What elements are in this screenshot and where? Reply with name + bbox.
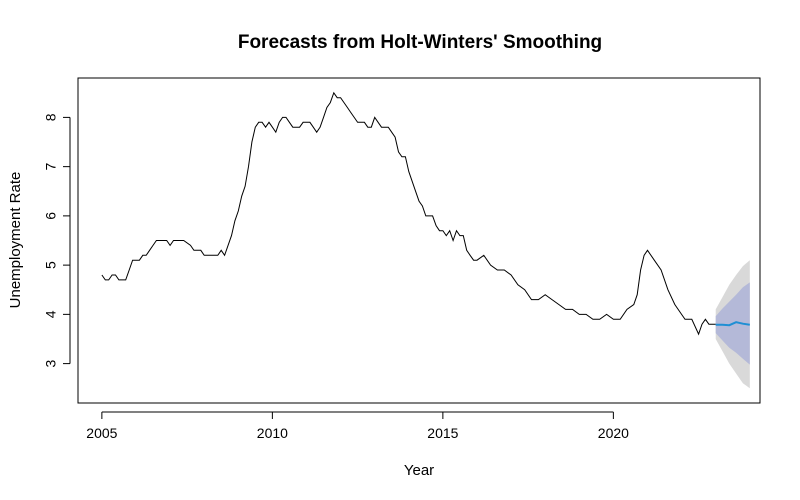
- y-tick-label: 5: [43, 261, 59, 269]
- y-tick-label: 8: [43, 113, 59, 121]
- x-tick-label: 2015: [427, 425, 458, 441]
- x-axis: 2005 2010 2015 2020: [86, 411, 629, 441]
- y-axis: 3 4 5 6 7 8: [43, 113, 71, 368]
- y-tick-label: 3: [43, 360, 59, 368]
- y-tick-label: 7: [43, 163, 59, 171]
- y-axis-label: Unemployment Rate: [7, 172, 24, 309]
- forecast-line: [715, 321, 750, 327]
- x-axis-label: Year: [404, 462, 434, 479]
- plot-area: [101, 91, 750, 389]
- x-tick-label: 2010: [257, 425, 288, 441]
- chart-title: Forecasts from Holt-Winters' Smoothing: [238, 32, 602, 53]
- history-line: [101, 91, 716, 336]
- x-tick-label: 2005: [86, 425, 117, 441]
- y-tick-label: 4: [43, 310, 59, 318]
- plot-frame: [77, 77, 761, 404]
- history-series: [101, 91, 716, 336]
- y-tick-label: 6: [43, 212, 59, 220]
- x-tick-label: 2020: [598, 425, 629, 441]
- forecast-series: [715, 321, 750, 327]
